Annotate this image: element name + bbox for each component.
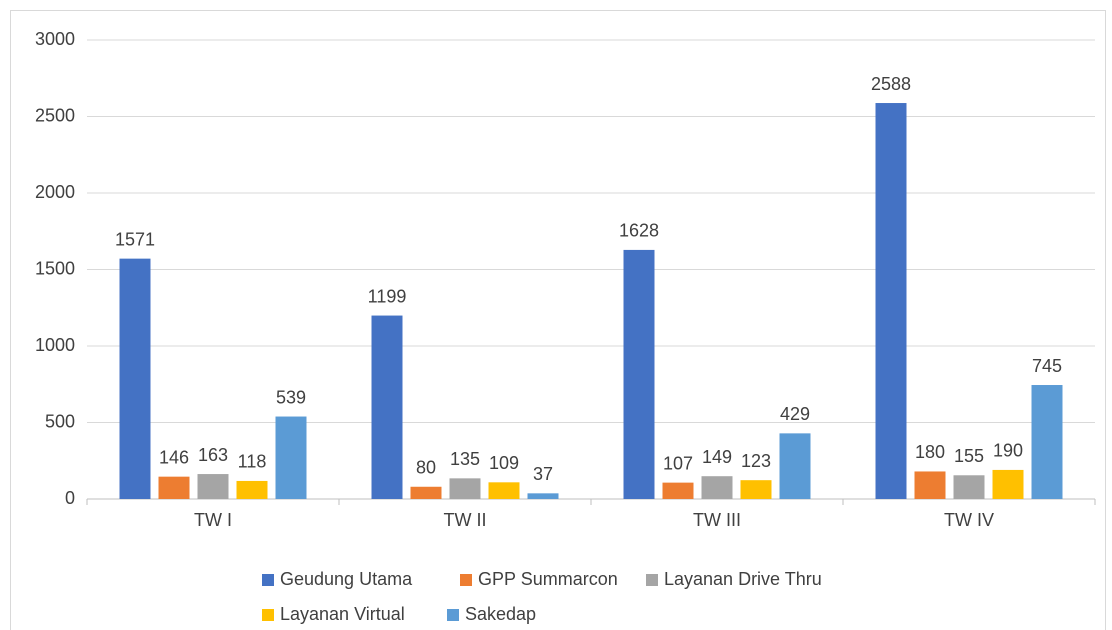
bar [779,433,811,499]
x-tick-label: TW II [444,510,487,530]
data-label: 146 [159,447,189,467]
data-label: 118 [238,452,267,472]
data-label: 109 [489,453,519,473]
y-tick-label: 500 [45,411,75,431]
data-label: 539 [276,387,306,407]
bar [410,486,442,499]
legend-label: Geudung Utama [280,569,413,589]
bar [1031,385,1063,499]
x-tick-label: TW IV [944,510,994,530]
data-label: 180 [915,442,945,462]
bar [449,478,481,499]
bar [158,476,190,499]
data-label: 37 [533,464,553,484]
bar [953,475,985,499]
data-label: 2588 [871,74,911,94]
legend-swatch [447,609,459,621]
bar [371,315,403,499]
data-label: 80 [416,458,436,478]
legend-swatch [262,609,274,621]
bar [740,480,772,499]
bar [662,482,694,499]
data-label: 745 [1032,356,1062,376]
data-label: 429 [780,404,810,424]
chart-frame [10,10,1106,630]
data-label: 135 [450,449,480,469]
legend-swatch [460,574,472,586]
data-label: 190 [993,441,1023,461]
legend-swatch [646,574,658,586]
bar [275,416,307,499]
data-label: 1571 [115,229,155,249]
data-label: 155 [954,446,984,466]
y-tick-label: 2500 [35,105,75,125]
legend-swatch [262,574,274,586]
legend-label: Layanan Virtual [280,604,405,624]
legend-label: GPP Summarcon [478,569,618,589]
data-label: 107 [663,453,693,473]
data-label: 163 [198,445,228,465]
bar [623,249,655,499]
x-tick-label: TW III [693,510,741,530]
legend-label: Sakedap [465,604,536,624]
y-tick-label: 3000 [35,29,75,49]
data-label: 123 [741,451,771,471]
legend-label: Layanan Drive Thru [664,569,822,589]
bar [197,474,229,499]
bar [119,258,151,499]
bar [875,103,907,499]
x-tick-label: TW I [194,510,232,530]
y-tick-label: 1500 [35,258,75,278]
data-label: 149 [702,447,732,467]
data-label: 1628 [619,221,659,241]
bar [488,482,520,499]
bar [914,471,946,499]
y-tick-label: 0 [65,488,75,508]
bar [236,480,268,499]
bar [527,493,559,499]
bar [701,476,733,499]
y-tick-label: 2000 [35,182,75,202]
bar [992,469,1024,499]
data-label: 1199 [368,286,407,306]
y-tick-label: 1000 [35,335,75,355]
